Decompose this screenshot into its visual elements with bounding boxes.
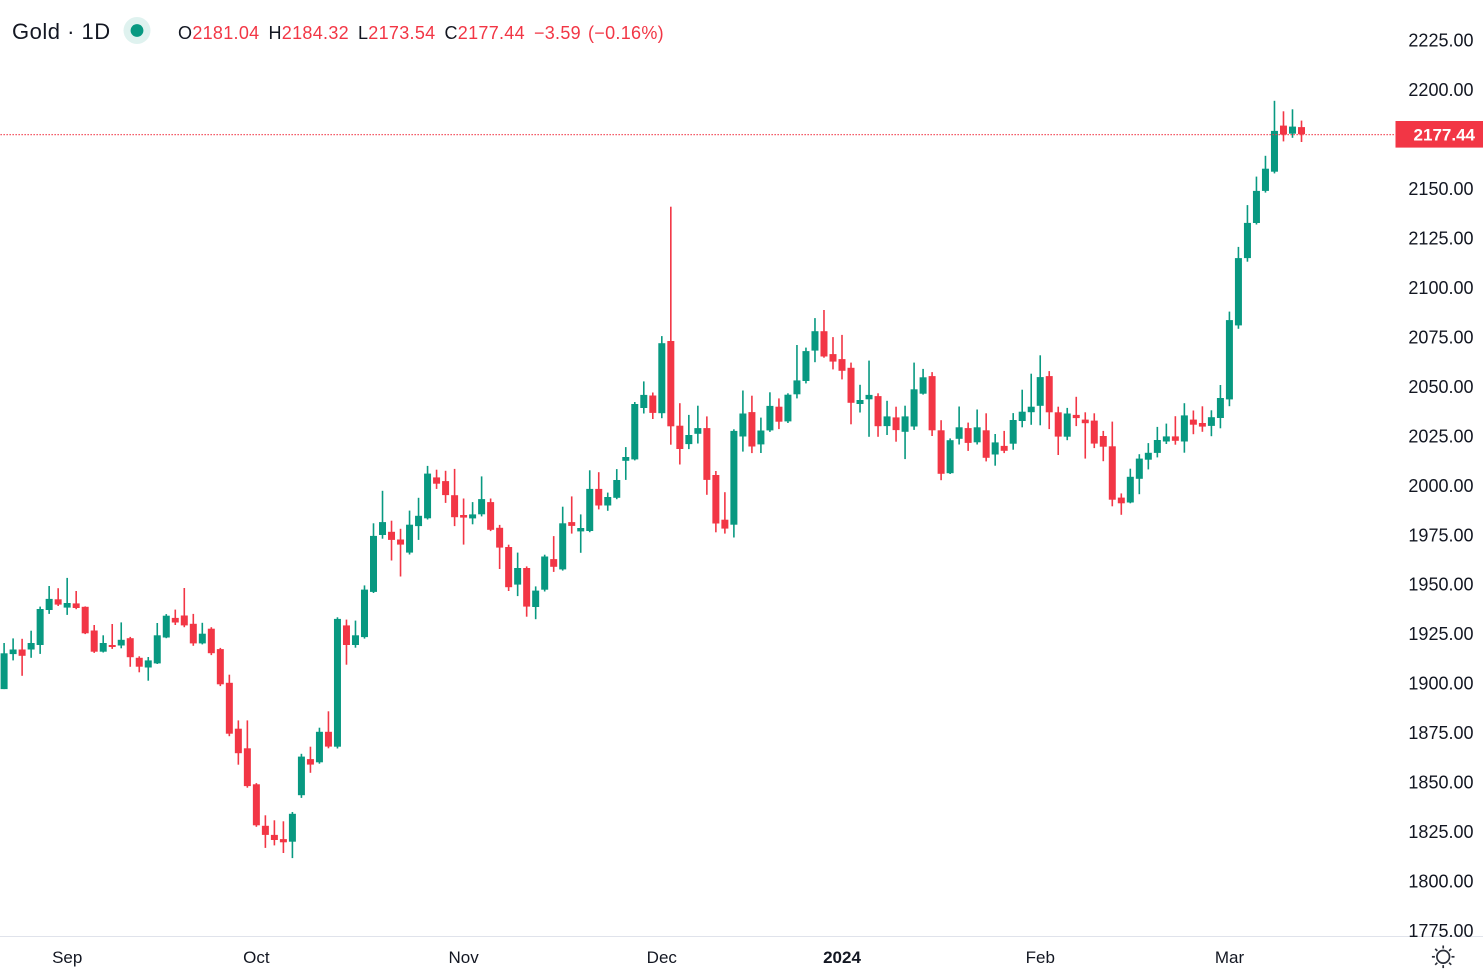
svg-text:1925.00: 1925.00 [1408, 624, 1473, 644]
svg-text:2177.44: 2177.44 [1414, 126, 1476, 145]
svg-text:Nov: Nov [448, 948, 479, 967]
svg-text:2125.00: 2125.00 [1408, 229, 1473, 249]
svg-text:1900.00: 1900.00 [1408, 674, 1473, 694]
svg-text:Feb: Feb [1026, 948, 1055, 967]
svg-text:1775.00: 1775.00 [1408, 921, 1473, 941]
svg-text:2200.00: 2200.00 [1408, 80, 1473, 100]
svg-text:1975.00: 1975.00 [1408, 525, 1473, 545]
svg-text:2000.00: 2000.00 [1408, 476, 1473, 496]
svg-text:2100.00: 2100.00 [1408, 278, 1473, 298]
svg-text:Mar: Mar [1215, 948, 1245, 967]
svg-text:2150.00: 2150.00 [1408, 179, 1473, 199]
svg-text:2025.00: 2025.00 [1408, 426, 1473, 446]
svg-text:2050.00: 2050.00 [1408, 377, 1473, 397]
svg-text:1875.00: 1875.00 [1408, 723, 1473, 743]
svg-text:Gold · 1D: Gold · 1D [12, 19, 111, 44]
svg-text:1950.00: 1950.00 [1408, 575, 1473, 595]
svg-text:Sep: Sep [52, 948, 82, 967]
svg-text:1850.00: 1850.00 [1408, 773, 1473, 793]
svg-text:1800.00: 1800.00 [1408, 872, 1473, 892]
svg-text:2024: 2024 [823, 948, 861, 967]
svg-text:Oct: Oct [243, 948, 270, 967]
svg-text:2075.00: 2075.00 [1408, 327, 1473, 347]
svg-text:1825.00: 1825.00 [1408, 822, 1473, 842]
svg-text:2225.00: 2225.00 [1408, 31, 1473, 51]
svg-text:Dec: Dec [647, 948, 678, 967]
